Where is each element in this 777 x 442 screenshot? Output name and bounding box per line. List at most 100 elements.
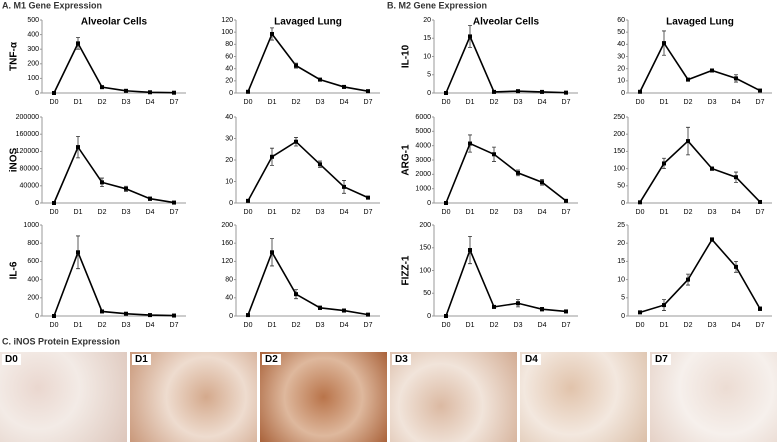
- section-title: B. M2 Gene Expression: [387, 0, 487, 10]
- micrograph: D0: [0, 352, 127, 442]
- y-tick-label: 6000: [415, 114, 431, 121]
- line: [53, 145, 175, 204]
- image-label: D7: [652, 354, 671, 365]
- point: [294, 63, 298, 68]
- y-tick-label: 600: [27, 258, 39, 265]
- x-tick-label: D2: [98, 322, 107, 329]
- x-tick-label: D7: [364, 99, 373, 106]
- x-tick-label: D4: [146, 322, 155, 329]
- y-tick-label: 20: [225, 78, 233, 85]
- x-tick-label: D0: [244, 99, 253, 106]
- y-tick-label: 800: [27, 240, 39, 247]
- point: [444, 91, 448, 95]
- y-tick-label: 200000: [16, 114, 39, 121]
- y-tick-label: 5: [427, 72, 431, 79]
- point: [100, 309, 104, 314]
- line: [247, 250, 369, 316]
- point: [148, 313, 152, 318]
- line: [639, 41, 761, 93]
- x-tick-label: D7: [562, 322, 571, 329]
- y-tick-label: 30: [225, 135, 233, 142]
- y-tick-label: 0: [427, 200, 431, 207]
- y-axis-label: IL-10: [401, 44, 412, 68]
- chart-title: Alveolar Cells: [81, 17, 148, 28]
- point: [366, 89, 370, 94]
- x-tick-label: D2: [684, 322, 693, 329]
- x-tick-label: D7: [364, 209, 373, 216]
- y-tick-label: 50: [617, 29, 625, 36]
- point: [318, 77, 322, 82]
- y-tick-label: 40: [617, 41, 625, 48]
- chart-title: Lavaged Lung: [274, 17, 342, 28]
- point: [468, 248, 472, 253]
- y-tick-label: 160000: [16, 131, 39, 138]
- y-tick-label: 40: [225, 66, 233, 73]
- point: [318, 305, 322, 310]
- x-tick-label: D7: [562, 99, 571, 106]
- y-axis-label: IL-6: [9, 261, 20, 279]
- x-tick-label: D4: [146, 99, 155, 106]
- x-tick-label: D4: [732, 99, 741, 106]
- x-tick-label: D1: [268, 322, 277, 329]
- point: [686, 277, 690, 282]
- y-tick-label: 1000: [415, 186, 431, 193]
- image-label: D0: [2, 354, 21, 365]
- x-tick-label: D7: [364, 322, 373, 329]
- y-tick-label: 0: [229, 313, 233, 320]
- y-tick-label: 120: [221, 17, 233, 24]
- point: [342, 184, 346, 189]
- image-label: D1: [132, 354, 151, 365]
- point: [342, 84, 346, 89]
- y-tick-label: 250: [613, 114, 625, 121]
- line: [247, 140, 369, 202]
- y-tick-label: 150: [419, 245, 431, 252]
- point: [564, 309, 568, 314]
- point: [710, 237, 714, 242]
- line: [53, 41, 175, 94]
- point: [148, 90, 152, 95]
- x-tick-label: D7: [170, 209, 179, 216]
- y-tick-label: 50: [423, 290, 431, 297]
- line: [639, 139, 761, 203]
- y-tick-label: 0: [229, 90, 233, 97]
- x-tick-label: D0: [244, 209, 253, 216]
- y-tick-label: 200: [419, 222, 431, 229]
- point: [686, 77, 690, 82]
- y-tick-label: 200: [613, 131, 625, 138]
- line: [445, 34, 567, 94]
- x-tick-label: D2: [292, 99, 301, 106]
- point: [172, 313, 176, 318]
- x-tick-label: D3: [708, 322, 717, 329]
- y-tick-label: 3000: [415, 157, 431, 164]
- point: [444, 314, 448, 318]
- x-tick-label: D2: [490, 99, 499, 106]
- x-tick-label: D3: [316, 99, 325, 106]
- point: [172, 90, 176, 95]
- line: [639, 238, 761, 314]
- point: [516, 301, 520, 306]
- y-axis-label: FIZZ-1: [401, 255, 412, 285]
- point: [246, 313, 250, 318]
- x-tick-label: D2: [292, 209, 301, 216]
- line: [445, 142, 567, 204]
- y-tick-label: 500: [27, 17, 39, 24]
- point: [270, 154, 274, 159]
- y-tick-label: 150: [613, 148, 625, 155]
- x-tick-label: D0: [636, 99, 645, 106]
- x-tick-label: D1: [660, 209, 669, 216]
- y-tick-label: 10: [617, 78, 625, 85]
- x-tick-label: D7: [756, 209, 765, 216]
- point: [662, 303, 666, 308]
- y-tick-label: 200: [27, 295, 39, 302]
- point: [686, 139, 690, 144]
- y-tick-label: 20: [617, 66, 625, 73]
- x-tick-label: D1: [74, 209, 83, 216]
- point: [52, 314, 56, 318]
- y-tick-label: 4000: [415, 143, 431, 150]
- point: [758, 306, 762, 311]
- x-tick-label: D3: [708, 99, 717, 106]
- point: [710, 68, 714, 73]
- y-tick-label: 40000: [20, 183, 40, 190]
- y-tick-label: 200: [27, 61, 39, 68]
- x-tick-label: D4: [538, 322, 547, 329]
